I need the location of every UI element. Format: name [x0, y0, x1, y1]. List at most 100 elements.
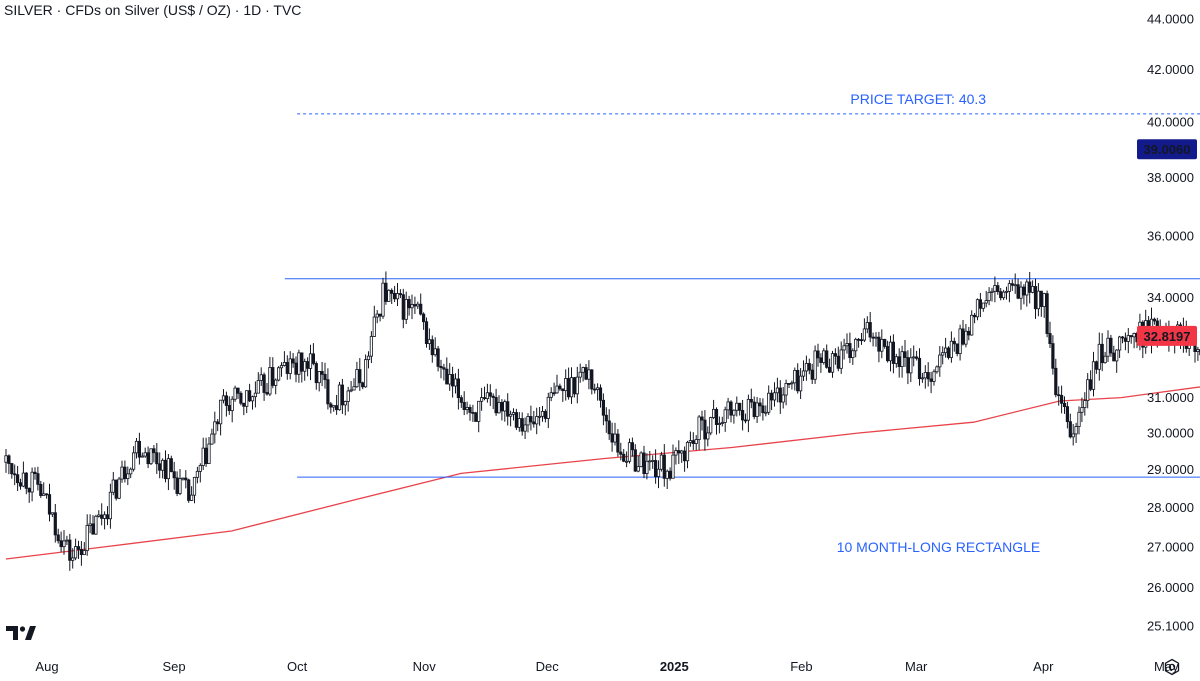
candle	[605, 407, 607, 433]
candle	[660, 452, 662, 472]
candle	[338, 382, 340, 411]
candle	[504, 400, 506, 422]
candle	[217, 419, 219, 431]
candle	[414, 297, 416, 314]
candle	[643, 446, 645, 478]
candle	[182, 477, 184, 480]
candle	[446, 357, 448, 384]
candle	[132, 446, 134, 471]
candle	[973, 313, 975, 323]
candle	[640, 451, 642, 467]
y-tick-0: 44.0000	[1147, 11, 1194, 26]
candle	[573, 377, 575, 397]
candle	[730, 400, 732, 422]
candle	[1116, 349, 1118, 373]
candle	[280, 362, 282, 376]
candle	[202, 438, 204, 470]
candle	[794, 368, 796, 391]
candle	[480, 388, 482, 411]
candle	[228, 396, 230, 415]
y-tick-11: 26.0000	[1147, 580, 1194, 595]
candle	[1014, 273, 1016, 293]
candle	[1197, 347, 1199, 361]
candle	[22, 462, 24, 488]
candle	[675, 447, 677, 464]
candle	[683, 447, 685, 472]
candle	[617, 429, 619, 457]
candle	[379, 314, 381, 322]
candle	[306, 357, 308, 376]
candle	[51, 513, 53, 517]
candle	[19, 479, 21, 490]
candle	[541, 406, 543, 422]
candle	[501, 399, 503, 420]
candle	[947, 346, 949, 359]
candle	[370, 331, 372, 363]
candle	[788, 383, 790, 388]
candle	[60, 532, 62, 552]
settings-gear-icon[interactable]	[1163, 658, 1181, 676]
candle	[1005, 287, 1007, 300]
candle	[472, 405, 474, 422]
candle	[614, 423, 616, 446]
candle	[405, 292, 407, 324]
candle	[942, 346, 944, 364]
candle	[164, 450, 166, 482]
candle	[211, 429, 213, 445]
candle	[634, 444, 636, 472]
candle	[556, 375, 558, 394]
x-tick-1: Sep	[163, 659, 186, 674]
candle	[144, 448, 146, 458]
candle	[1130, 335, 1132, 344]
candle	[547, 393, 549, 428]
candle	[451, 367, 453, 398]
candle	[596, 383, 598, 400]
candle	[222, 389, 224, 403]
candle	[524, 417, 526, 439]
candle	[109, 484, 111, 529]
candle	[492, 393, 494, 409]
candle	[1110, 335, 1112, 357]
candle	[1037, 283, 1039, 316]
candle	[692, 432, 694, 450]
candle	[205, 438, 207, 467]
candle	[765, 405, 767, 416]
candle	[254, 381, 256, 407]
candle	[1092, 352, 1094, 397]
candle	[756, 397, 758, 423]
candle	[45, 493, 47, 498]
candle	[582, 367, 584, 382]
candle	[179, 469, 181, 495]
price-target-annotation: PRICE TARGET: 40.3	[850, 91, 986, 107]
candle	[359, 358, 361, 391]
candle	[704, 410, 706, 451]
candle	[808, 359, 810, 375]
candle	[457, 369, 459, 410]
candle	[533, 411, 535, 428]
candle	[309, 345, 311, 380]
candle	[823, 348, 825, 365]
candle	[1127, 328, 1129, 353]
candle	[507, 393, 509, 425]
candle	[266, 383, 268, 396]
candle	[678, 440, 680, 464]
candle	[637, 456, 639, 472]
candle	[872, 333, 874, 347]
time-axis[interactable]: AugSepOctNovDec2025FebMarAprMayJunJulAug…	[35, 659, 1200, 674]
candle	[855, 338, 857, 358]
candle	[1058, 386, 1060, 405]
candle	[814, 345, 816, 383]
candle	[1055, 359, 1057, 398]
candle	[886, 341, 888, 363]
candle	[188, 479, 190, 503]
candle	[1133, 333, 1135, 349]
candle	[34, 467, 36, 479]
candle	[536, 408, 538, 434]
candle	[802, 360, 804, 381]
candle	[538, 407, 540, 426]
candle	[234, 386, 236, 402]
candle	[718, 417, 720, 434]
candle	[968, 327, 970, 340]
candle	[921, 373, 923, 383]
